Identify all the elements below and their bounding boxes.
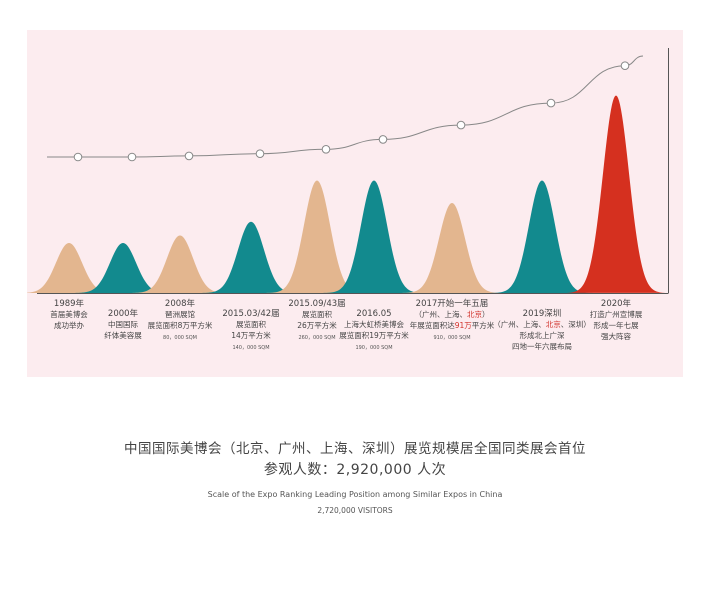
milestone-label-2016.05-line3: 展览面积19万平方米 <box>339 330 409 340</box>
milestone-label-2015.03-line3: 14万平方米 <box>231 330 271 340</box>
curve-marker-2017 <box>456 120 466 130</box>
curve-marker-2015.03 <box>255 149 265 158</box>
milestone-label-2015.03-line2: 展览面积 <box>236 319 266 329</box>
curve-marker-1989 <box>73 152 83 162</box>
milestone-label-2015.09-line3: 26万平方米 <box>297 320 337 330</box>
milestone-label-2000-line3: 纤体美容展 <box>104 330 142 340</box>
milestone-label-1989-line3: 成功举办 <box>54 320 84 330</box>
curve-marker-2020 <box>620 61 630 71</box>
milestone-label-2020-line4: 强大阵容 <box>601 331 631 341</box>
milestone-label-2017-line1: 2017开始一年五届 <box>416 298 489 309</box>
chart-panel: 1989年 首届美博会 成功举办 2000年 中国国际 纤体美容展 2008年 琶洲展馆 展览面… <box>27 30 683 377</box>
milestone-label-2015.09-line1: 2015.09/43届 <box>288 299 345 309</box>
milestone-label-2019-line2: （广州、上海、北京、深圳） <box>493 319 591 329</box>
milestone-chart: 1989年首届美博会成功举办2000年中国国际纤体美容展2008年琶洲展馆展览面… <box>27 48 669 351</box>
milestone-label-2008-line4: 80，000 SQM <box>163 335 197 341</box>
milestone-label-2008-line3: 展览面积8万平方米 <box>148 320 213 330</box>
curve-marker-2019 <box>546 98 556 108</box>
caption-cn-title: 中国国际美博会（北京、广州、上海、深圳）展览规模居全国同类展会首位 <box>124 441 586 457</box>
milestone-label-2016.05-line4: 190，000 SQM <box>355 345 392 351</box>
milestone-label-2008-line2: 琶洲展馆 <box>165 309 195 319</box>
peak-2000 <box>71 243 175 293</box>
curve-marker-2008 <box>184 151 194 161</box>
curve-marker-2015.09 <box>321 145 331 154</box>
milestone-label-2016.05-line1: 2016.05 <box>356 309 391 319</box>
peak-2016.05 <box>322 180 426 293</box>
milestone-label-1989-line1: 1989年 <box>54 298 85 309</box>
peak-2020 <box>564 95 668 293</box>
peak-2008 <box>128 235 232 293</box>
peak-1989 <box>27 243 121 293</box>
caption-en-title: Scale of the Expo Ranking Leading Positi… <box>207 490 503 499</box>
milestone-label-2008-line1: 2008年 <box>165 298 196 309</box>
milestone-label-2015.09-line4: 260，000 SQM <box>298 335 335 341</box>
peak-2015.09 <box>265 180 369 293</box>
milestone-label-2019-line1: 2019深圳 <box>523 308 562 319</box>
milestone-label-2015.03-line1: 2015.03/42届 <box>222 309 279 319</box>
curve-marker-2016.05 <box>378 135 388 144</box>
milestone-label-2019-line4: 四地一年六展布局 <box>512 341 572 351</box>
milestone-label-2015.03-line4: 140，000 SQM <box>232 345 269 351</box>
milestone-label-2019-line3: 形成北上广深 <box>520 330 565 340</box>
curve-marker-2000 <box>127 152 137 162</box>
milestone-label-2020-line1: 2020年 <box>601 298 632 309</box>
milestone-label-1989-line2: 首届美博会 <box>50 309 88 319</box>
caption-cn-visitors: 参观人数：2,920,000 人次 <box>263 462 447 478</box>
milestone-label-2000-line2: 中国国际 <box>108 319 138 329</box>
milestone-label-2017-line2: （广州、上海、北京） <box>415 309 490 319</box>
milestone-label-2000-line1: 2000年 <box>108 308 139 319</box>
milestone-label-2020-line3: 形成一年七展 <box>594 320 639 330</box>
peak-2015.03 <box>199 221 303 293</box>
caption-en-visitors: 2,720,000 VISITORS <box>317 506 393 515</box>
milestone-label-2016.05-line2: 上海大虹桥美博会 <box>344 319 404 329</box>
milestone-label-2020-line2: 打造广州宣博展 <box>590 309 643 319</box>
growth-curve <box>47 55 644 158</box>
milestone-label-2015.09-line2: 展览面积 <box>302 309 332 319</box>
milestone-label-2017-line3: 年展览面积达91万平方米 <box>410 320 495 330</box>
milestone-label-2017-line4: 910，000 SQM <box>433 335 470 341</box>
peak-2017 <box>400 203 504 293</box>
peak-2019 <box>490 180 594 293</box>
